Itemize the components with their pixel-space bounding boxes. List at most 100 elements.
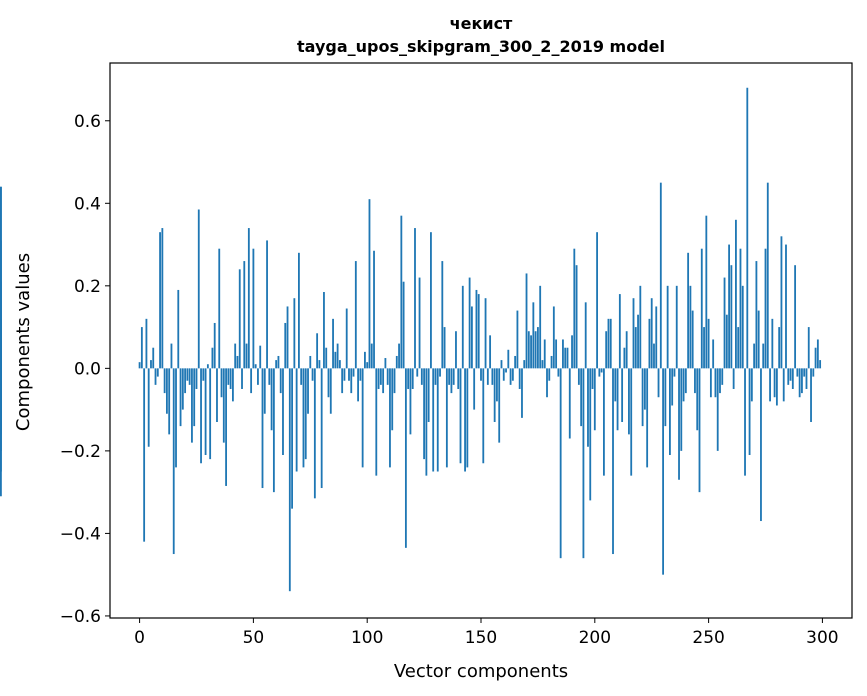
bar [323,292,325,369]
bar [782,368,785,402]
bar [191,368,193,443]
bar [295,368,298,472]
bar [805,368,808,389]
bar [634,327,637,369]
x-tick-label: 0 [134,628,145,648]
bar [662,368,664,575]
y-tick-label: 0.4 [74,194,101,214]
bar [682,368,685,402]
bar [491,368,494,385]
bar [307,368,309,414]
bar [816,339,819,369]
bar [236,355,239,369]
bar [550,355,553,369]
bar [252,248,255,369]
bar [309,355,312,369]
bar [628,368,630,435]
bar [434,368,437,385]
x-tick-label: 200 [579,628,611,648]
bar [373,250,375,369]
bar [534,331,537,369]
bar [195,368,198,389]
bar [329,368,332,414]
bar [794,265,797,369]
bar [209,368,212,460]
bar [266,240,268,369]
bar [648,318,651,369]
bar [423,368,426,460]
bar [593,368,596,431]
bar [810,368,812,422]
bar [470,306,473,369]
bar [227,368,230,385]
bar [204,368,207,455]
bar [641,368,644,427]
y-axis: −0.6 −0.4 −0.2 0.0 0.2 0.4 0.6 [60,112,110,627]
bar [364,351,366,369]
bar [477,294,480,369]
bar [587,368,589,447]
bar [398,343,400,369]
bar [614,368,617,402]
bar [577,368,580,385]
bar [375,368,378,476]
bar [571,335,573,369]
bar [639,285,642,369]
bar [172,368,175,555]
bar [414,228,416,369]
bar [156,368,159,377]
bar [430,232,432,369]
bar [282,368,284,455]
bar [618,294,621,369]
bar [391,368,394,431]
bar [498,368,501,443]
bar [694,368,696,394]
bar [404,368,407,548]
bar [193,368,196,427]
x-tick-label: 100 [351,628,383,648]
bar [687,252,690,369]
bar [163,368,166,394]
bar [318,360,321,369]
bar [675,285,678,369]
bar [507,349,510,369]
chart-subtitle: tayga_upos_skipgram_300_2_2019 model [297,37,665,56]
bar [666,285,669,369]
bar [678,368,680,480]
bar [539,285,542,369]
bar [680,368,683,451]
bar [348,368,350,381]
bar [300,368,303,385]
bar [350,368,353,394]
bar [632,298,635,369]
bar [607,318,610,369]
bar [616,368,619,431]
bar [354,261,357,369]
bar [395,355,398,369]
bar [202,368,205,381]
bar [222,368,225,443]
bar [541,360,544,369]
chart-title: чекист [450,14,513,33]
bar [254,364,257,369]
bar [327,368,330,398]
bar [598,368,601,377]
bar [489,335,492,369]
bar [748,368,751,455]
bar [459,368,462,464]
bar-series [0,87,822,592]
bar [757,310,760,369]
bar [298,252,300,369]
bar [216,368,218,422]
bar [241,368,243,389]
bar [441,261,444,369]
bar [509,368,512,385]
bar [730,265,733,369]
bar [798,368,801,398]
bar [466,368,469,468]
bar [145,318,148,369]
bar [393,368,396,394]
bar [268,368,271,385]
bar [496,368,498,402]
